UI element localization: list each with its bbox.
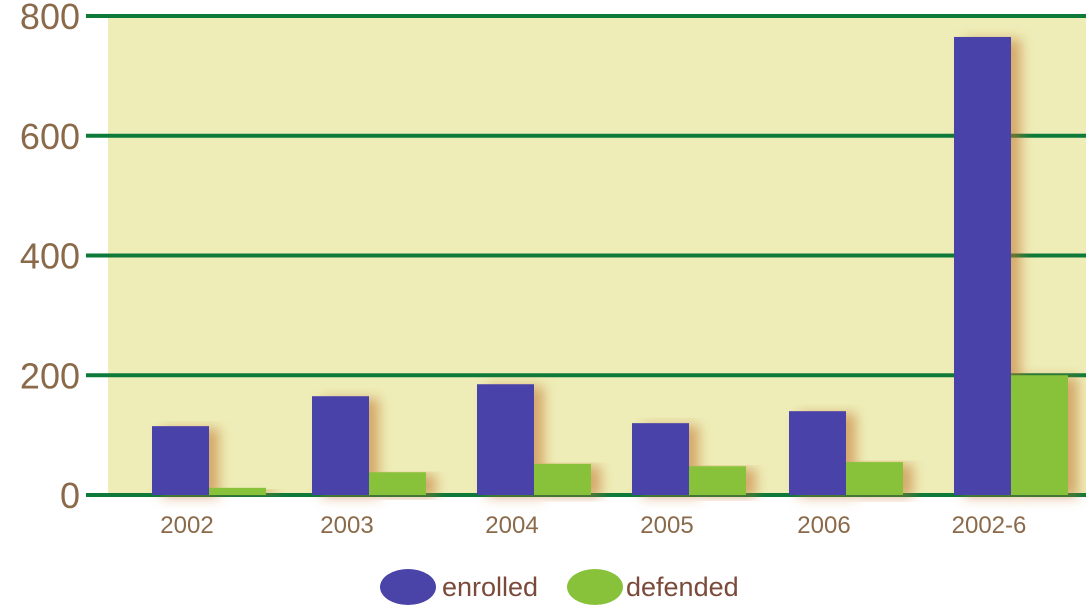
y-axis-ticks: 0 200 400 600 800 (20, 0, 80, 516)
bar-defended-2003 (369, 472, 426, 495)
y-tick-label: 200 (20, 355, 80, 396)
legend-swatch-enrolled (380, 569, 436, 605)
x-tick-label: 2006 (797, 512, 850, 539)
x-tick-label: 2004 (485, 512, 538, 539)
bar-enrolled-2002-6 (954, 36, 1011, 496)
legend-label-enrolled: enrolled (442, 572, 538, 602)
bars (152, 36, 1068, 496)
y-tick-label: 600 (20, 116, 80, 157)
bar-enrolled-2004 (477, 384, 534, 495)
bar-enrolled-2003 (312, 396, 369, 495)
x-tick-label: 2002 (160, 512, 213, 539)
legend-label-defended: defended (626, 572, 739, 602)
legend: enrolled defended (380, 569, 739, 605)
bar-enrolled-2002 (152, 426, 209, 495)
y-tick-label: 400 (20, 236, 80, 277)
x-tick-label: 2003 (320, 512, 373, 539)
x-axis-ticks: 2002 2003 2004 2005 2006 2002-6 (160, 512, 1026, 539)
bar-defended-2006 (846, 462, 903, 495)
bar-defended-2005 (689, 466, 746, 495)
bar-defended-2002 (209, 487, 266, 495)
bar-defended-2002-6 (1011, 375, 1068, 495)
y-tick-label: 0 (60, 475, 80, 516)
bar-enrolled-2006 (789, 411, 846, 495)
legend-swatch-defended (567, 569, 623, 605)
bar-enrolled-2005 (632, 423, 689, 495)
x-tick-label: 2002-6 (952, 512, 1027, 539)
bar-defended-2004 (534, 463, 591, 495)
y-tick-label: 800 (20, 0, 80, 37)
x-tick-label: 2005 (640, 512, 693, 539)
